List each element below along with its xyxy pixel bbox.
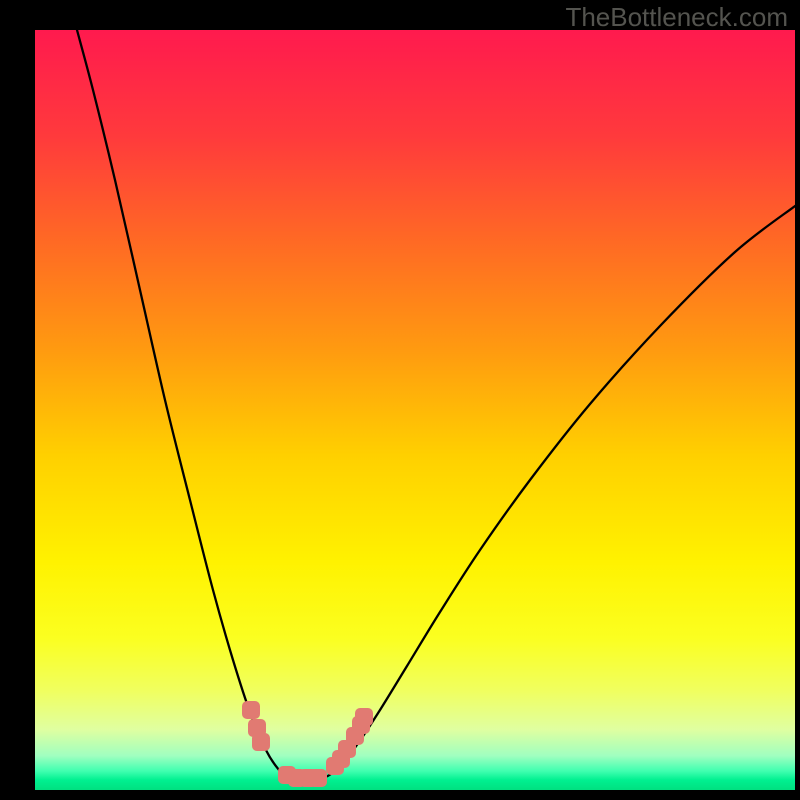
watermark-text: TheBottleneck.com	[565, 2, 788, 33]
plot-svg	[35, 30, 795, 790]
marker-point	[252, 733, 270, 751]
marker-point	[242, 701, 260, 719]
gradient-background	[35, 30, 795, 790]
plot-area	[35, 30, 795, 790]
marker-point	[309, 769, 327, 787]
chart-stage: TheBottleneck.com	[0, 0, 800, 800]
marker-point	[355, 708, 373, 726]
